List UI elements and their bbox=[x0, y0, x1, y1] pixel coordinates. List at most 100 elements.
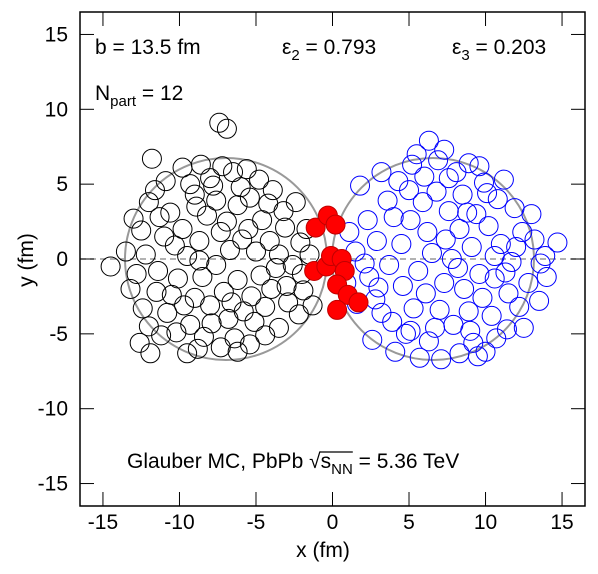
subscript: 2 bbox=[291, 47, 299, 64]
nucleon bbox=[395, 323, 416, 344]
nucleon bbox=[285, 192, 306, 213]
nucleon bbox=[131, 220, 152, 241]
nucleon bbox=[379, 254, 400, 275]
nucleon bbox=[434, 139, 455, 160]
nucleon bbox=[406, 144, 427, 165]
nucleon bbox=[184, 287, 205, 308]
nucleon bbox=[126, 263, 147, 284]
nucleon bbox=[193, 326, 214, 347]
subscript: part bbox=[110, 93, 137, 110]
symbol: N bbox=[95, 82, 110, 105]
nucleon bbox=[268, 317, 289, 338]
nucleon bbox=[425, 317, 446, 338]
nucleon bbox=[535, 246, 556, 267]
nucleon bbox=[255, 296, 276, 317]
nucleon bbox=[213, 281, 234, 302]
nucleon bbox=[146, 281, 167, 302]
x-tick-label: -10 bbox=[164, 511, 194, 534]
nucleon bbox=[421, 243, 442, 264]
nucleon bbox=[481, 305, 502, 326]
s: s bbox=[321, 450, 332, 473]
nucleon bbox=[192, 266, 213, 287]
nucleon bbox=[457, 202, 478, 223]
y-axis-title: y (fm) bbox=[15, 233, 38, 287]
nucleon bbox=[120, 278, 141, 299]
value: = 0.203 bbox=[470, 36, 546, 59]
nucleon bbox=[513, 317, 534, 338]
nucleon bbox=[174, 295, 195, 316]
prefix: Glauber MC, PbPb bbox=[127, 450, 309, 473]
x-tick-label: -5 bbox=[247, 511, 266, 534]
y-tick-label: 10 bbox=[45, 98, 68, 121]
nucleon bbox=[495, 262, 516, 283]
nucleon bbox=[255, 325, 276, 346]
nucleon bbox=[477, 183, 498, 204]
nucleon bbox=[180, 174, 201, 195]
nucleon bbox=[408, 260, 429, 281]
nucleon bbox=[241, 286, 262, 307]
nucleon bbox=[177, 246, 198, 267]
nucleon bbox=[428, 150, 449, 171]
nucleon bbox=[400, 320, 421, 341]
nucleon bbox=[441, 249, 462, 269]
nucleon bbox=[115, 241, 136, 262]
nucleon bbox=[354, 253, 375, 274]
eccentricity-3: ε3 = 0.203 bbox=[452, 36, 546, 64]
value: = 12 bbox=[136, 82, 183, 105]
nucleon bbox=[123, 208, 144, 229]
participant bbox=[348, 292, 369, 313]
nucleon bbox=[435, 229, 456, 250]
symbol: ε bbox=[452, 36, 461, 59]
nucleon bbox=[144, 180, 165, 201]
nucleon bbox=[206, 190, 227, 211]
nucleon bbox=[402, 154, 423, 175]
nucleon bbox=[362, 329, 383, 350]
nucleon bbox=[490, 234, 511, 255]
nucleon bbox=[230, 177, 251, 198]
nucleon bbox=[135, 244, 156, 265]
nucleon bbox=[200, 295, 221, 316]
nucleon bbox=[506, 237, 527, 258]
nucleon bbox=[227, 269, 248, 290]
nucleon bbox=[469, 263, 490, 284]
nucleon bbox=[415, 283, 436, 304]
value: = 0.793 bbox=[300, 36, 376, 59]
y-tick-label: -5 bbox=[49, 323, 68, 346]
nucleon bbox=[530, 253, 551, 274]
nucleon bbox=[536, 266, 557, 287]
eccentricity-2: ε2 = 0.793 bbox=[282, 36, 376, 64]
nucleon bbox=[249, 169, 270, 190]
suffix: = 5.36 TeV bbox=[353, 450, 459, 473]
nucleon bbox=[547, 232, 568, 253]
nucleon bbox=[276, 275, 297, 296]
x-tick-label: -15 bbox=[88, 511, 118, 534]
nucleon bbox=[399, 180, 420, 201]
subscript: NN bbox=[331, 461, 353, 478]
nucleon bbox=[189, 231, 210, 252]
npart: Npart = 12 bbox=[95, 82, 183, 110]
nucleon bbox=[244, 311, 265, 332]
nucleon bbox=[141, 148, 162, 169]
nucleon bbox=[268, 244, 289, 265]
nucleon bbox=[460, 320, 481, 341]
nucleon bbox=[447, 257, 468, 278]
nucleon bbox=[245, 241, 266, 262]
nucleon bbox=[474, 172, 494, 193]
nucleon bbox=[400, 210, 421, 231]
participant bbox=[305, 217, 326, 238]
nucleon bbox=[467, 346, 488, 367]
nucleon bbox=[443, 314, 464, 335]
nucleon bbox=[265, 257, 286, 278]
nucleon bbox=[449, 343, 470, 364]
nucleon bbox=[426, 181, 447, 202]
nucleon bbox=[261, 278, 282, 299]
nucleon bbox=[187, 338, 208, 359]
nucleon bbox=[431, 349, 452, 370]
nucleon bbox=[529, 290, 550, 311]
subscript: 3 bbox=[461, 47, 469, 64]
participant bbox=[327, 299, 348, 320]
nucleon bbox=[368, 277, 389, 298]
nucleon bbox=[414, 166, 435, 187]
nucleon bbox=[438, 168, 459, 189]
nucleon bbox=[132, 298, 153, 319]
